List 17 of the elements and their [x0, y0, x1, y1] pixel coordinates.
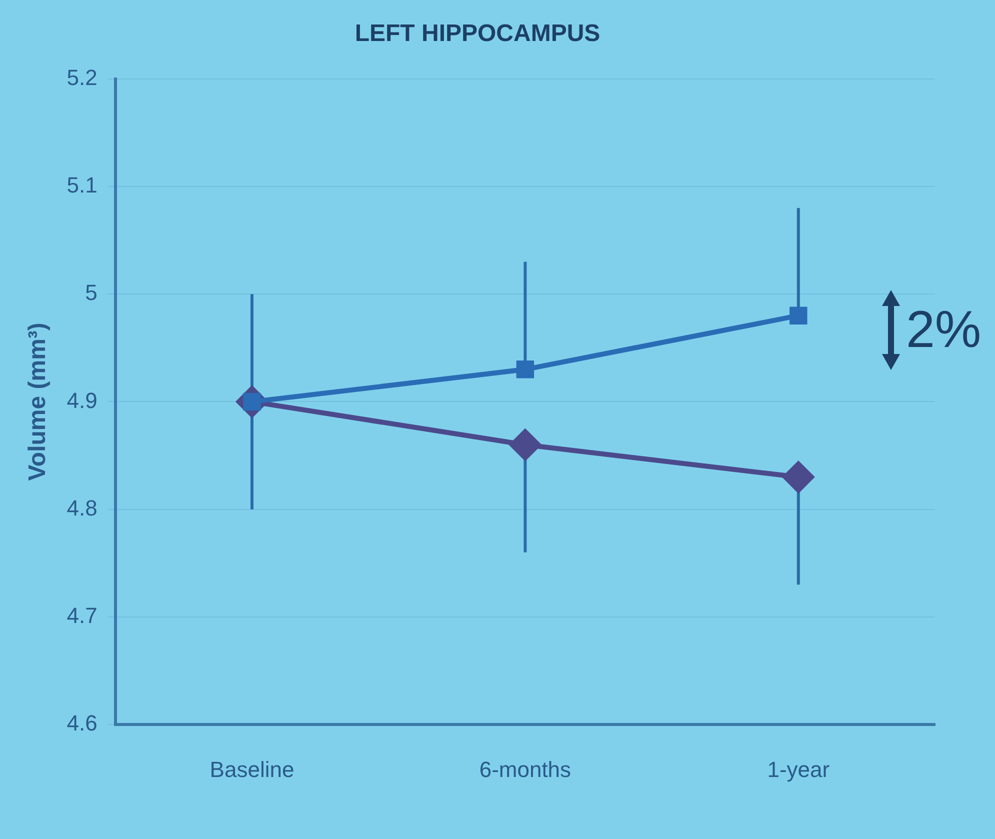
y-tick-label: 4.8 [66, 495, 98, 520]
annotation: 2% [906, 300, 982, 360]
y-axis-title: Volume (mm³) [24, 322, 52, 481]
y-tick-label: 5.2 [66, 64, 98, 90]
point [790, 306, 808, 324]
y-tick-label: 5.1 [66, 172, 98, 198]
y-tick-label: 4.6 [66, 710, 98, 736]
point [510, 429, 541, 460]
point [516, 360, 534, 378]
y-tick-label: 4.7 [66, 603, 98, 628]
x-tick-label: Baseline [210, 756, 294, 782]
chart-title: LEFT HIPPOCAMPUS [354, 20, 600, 48]
point [782, 462, 814, 493]
x-tick-label: 6-months [479, 756, 572, 782]
x-tick-label: 1-year [767, 756, 830, 782]
y-tick-label: 4.9 [66, 388, 98, 413]
y-tick-label: 5 [85, 280, 98, 306]
